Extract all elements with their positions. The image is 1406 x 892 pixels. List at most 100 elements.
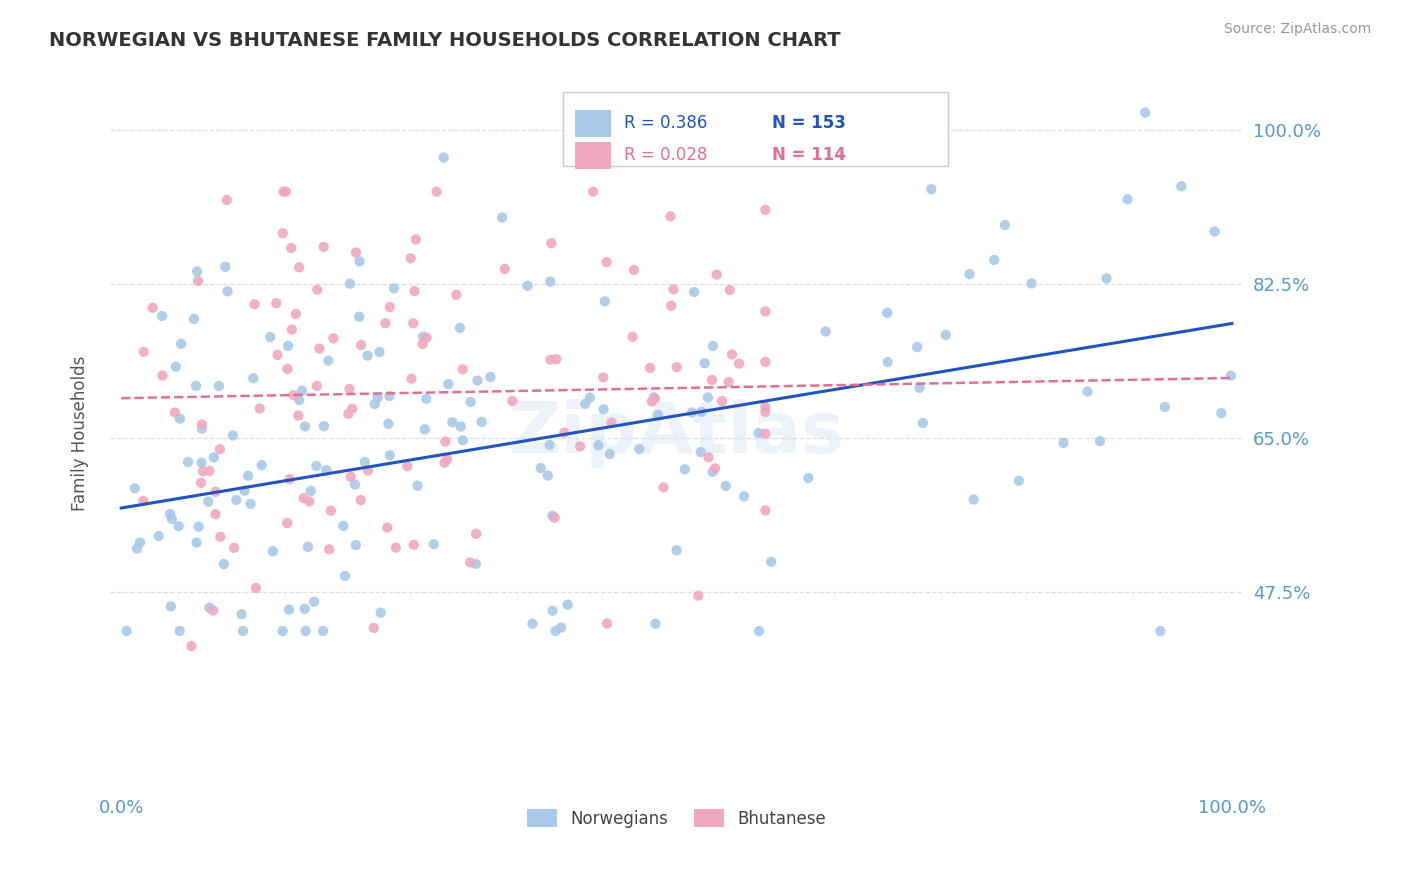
Point: [264, 296, 287, 310]
Point: [1149, 624, 1171, 638]
Point: [1219, 368, 1241, 383]
Point: [905, 340, 928, 354]
Point: [959, 267, 981, 281]
Point: [127, 541, 149, 556]
Point: [271, 624, 294, 638]
Point: [754, 426, 776, 441]
Point: [652, 480, 675, 494]
Point: [450, 419, 472, 434]
Point: [191, 422, 214, 436]
Point: [152, 368, 174, 383]
Point: [546, 352, 568, 367]
Point: [315, 463, 337, 477]
Point: [349, 254, 371, 268]
Point: [621, 330, 644, 344]
Point: [754, 503, 776, 517]
Point: [312, 240, 335, 254]
Point: [665, 543, 688, 558]
Point: [628, 442, 651, 456]
Point: [693, 356, 716, 370]
Point: [1088, 434, 1111, 449]
Point: [202, 603, 225, 617]
Point: [291, 384, 314, 398]
Point: [197, 494, 219, 508]
Point: [412, 337, 434, 351]
Point: [343, 477, 366, 491]
Point: [209, 530, 232, 544]
Point: [169, 624, 191, 638]
Point: [187, 274, 209, 288]
Point: [467, 374, 489, 388]
Point: [413, 422, 436, 436]
Point: [305, 458, 328, 473]
Point: [191, 417, 214, 432]
Point: [318, 542, 340, 557]
Point: [538, 275, 561, 289]
Point: [170, 336, 193, 351]
Point: [187, 519, 209, 533]
Point: [353, 455, 375, 469]
Point: [132, 494, 155, 508]
Point: [129, 535, 152, 549]
Point: [274, 185, 297, 199]
Point: [284, 307, 307, 321]
Point: [574, 397, 596, 411]
Point: [491, 211, 513, 225]
Point: [537, 468, 560, 483]
Point: [332, 519, 354, 533]
Point: [538, 438, 561, 452]
Point: [385, 541, 408, 555]
Point: [596, 616, 619, 631]
Point: [540, 236, 562, 251]
Point: [436, 452, 458, 467]
Point: [494, 262, 516, 277]
Point: [184, 379, 207, 393]
Point: [460, 395, 482, 409]
Point: [115, 624, 138, 638]
Point: [681, 405, 703, 419]
Point: [754, 202, 776, 217]
Point: [641, 394, 664, 409]
Point: [983, 252, 1005, 267]
Point: [1116, 192, 1139, 206]
Point: [266, 348, 288, 362]
Point: [717, 375, 740, 389]
Point: [814, 325, 837, 339]
Point: [370, 606, 392, 620]
Point: [214, 260, 236, 274]
Point: [748, 624, 770, 638]
Point: [451, 362, 474, 376]
Point: [294, 419, 316, 434]
Point: [714, 479, 737, 493]
Point: [160, 599, 183, 614]
Point: [378, 389, 401, 403]
Point: [377, 417, 399, 431]
Point: [1076, 384, 1098, 399]
Point: [281, 323, 304, 337]
Point: [198, 464, 221, 478]
Point: [697, 450, 720, 465]
Point: [312, 419, 335, 434]
Point: [167, 519, 190, 533]
Point: [592, 370, 614, 384]
Point: [259, 330, 281, 344]
Point: [706, 268, 728, 282]
Point: [198, 600, 221, 615]
Point: [662, 282, 685, 296]
Point: [704, 461, 727, 475]
Point: [204, 508, 226, 522]
Point: [165, 359, 187, 374]
Point: [212, 557, 235, 571]
Point: [593, 294, 616, 309]
Point: [1153, 400, 1175, 414]
Point: [276, 516, 298, 530]
Point: [638, 360, 661, 375]
Point: [599, 447, 621, 461]
Point: [283, 388, 305, 402]
Point: [367, 391, 389, 405]
Point: [433, 456, 456, 470]
Point: [464, 557, 486, 571]
Point: [276, 362, 298, 376]
Point: [920, 182, 942, 196]
Point: [305, 379, 328, 393]
